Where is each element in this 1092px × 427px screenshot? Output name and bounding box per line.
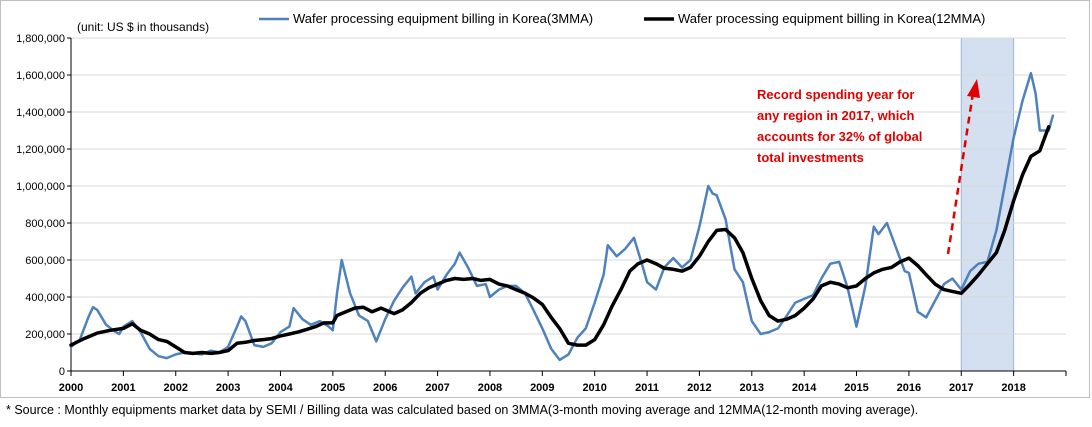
y-tick-label: 1,800,000 (16, 33, 65, 45)
y-tick-label: 1,600,000 (16, 70, 65, 82)
legend-label-12mma: Wafer processing equipment billing in Ko… (678, 11, 985, 26)
annotation-text-line: any region in 2017, which (757, 108, 915, 123)
annotation-text-line: total investments (757, 150, 864, 165)
y-tick-label: 1,000,000 (16, 181, 65, 193)
x-tick-label: 2010 (582, 382, 606, 394)
unit-label: (unit: US $ in thousands) (77, 20, 209, 34)
x-tick-label: 2005 (321, 382, 345, 394)
y-tick-label: 1,200,000 (16, 144, 65, 156)
x-tick-label: 2008 (478, 382, 502, 394)
x-tick-label: 2009 (530, 382, 554, 394)
x-tick-label: 2016 (897, 382, 921, 394)
series-line-12mma (69, 125, 1051, 356)
x-tick-label: 2015 (844, 382, 868, 394)
x-tick-label: 2012 (687, 382, 711, 394)
y-tick-label: 1,400,000 (16, 107, 65, 119)
line-chart: 0 200,000 400,000 600,000 800,000 1,000,000 1,… (16, 11, 1067, 394)
x-tick-label: 2002 (163, 382, 187, 394)
gridlines (71, 37, 1066, 335)
y-tick-label: 200,000 (25, 329, 65, 341)
x-tick-label: 2018 (1001, 382, 1025, 394)
x-tick-label: 2014 (792, 382, 817, 394)
x-tick-label: 2003 (216, 382, 240, 394)
highlight-region (960, 37, 1015, 372)
annotation-text-line: Record spending year for (757, 87, 914, 102)
annotation-arrow-shaft (946, 92, 975, 255)
series-line-3mma (69, 71, 1055, 362)
y-tick-label: 0 (59, 366, 65, 378)
series-lines (69, 71, 1055, 362)
y-tick-label: 400,000 (25, 292, 65, 304)
x-tick-label: 2006 (373, 382, 397, 394)
x-tick-label: 2007 (425, 382, 449, 394)
x-tick-label: 2013 (740, 382, 764, 394)
x-tick-label: 2017 (949, 382, 973, 394)
annotation-text-line: accounts for 32% of global (757, 129, 922, 144)
x-tick-label: 2011 (635, 382, 659, 394)
x-tick-label: 2000 (59, 382, 83, 394)
y-tick-label: 800,000 (25, 218, 65, 230)
annotation-layer: Record spending year for any region in 20… (757, 79, 980, 255)
legend-label-3mma: Wafer processing equipment billing in Ko… (293, 11, 593, 26)
source-note: * Source : Monthly equipments market dat… (6, 403, 919, 417)
x-tick-label: 2001 (111, 382, 135, 394)
highlight-region-layer (960, 37, 1015, 372)
axes: 0 200,000 400,000 600,000 800,000 1,000,000 1,… (16, 20, 1067, 394)
x-tick-label: 2004 (268, 382, 293, 394)
y-tick-label: 600,000 (25, 255, 65, 267)
chart-frame: 0 200,000 400,000 600,000 800,000 1,000,000 1,… (0, 0, 1090, 398)
annotation-arrow-head (967, 79, 980, 98)
legend: Wafer processing equipment billing in Ko… (259, 11, 985, 26)
